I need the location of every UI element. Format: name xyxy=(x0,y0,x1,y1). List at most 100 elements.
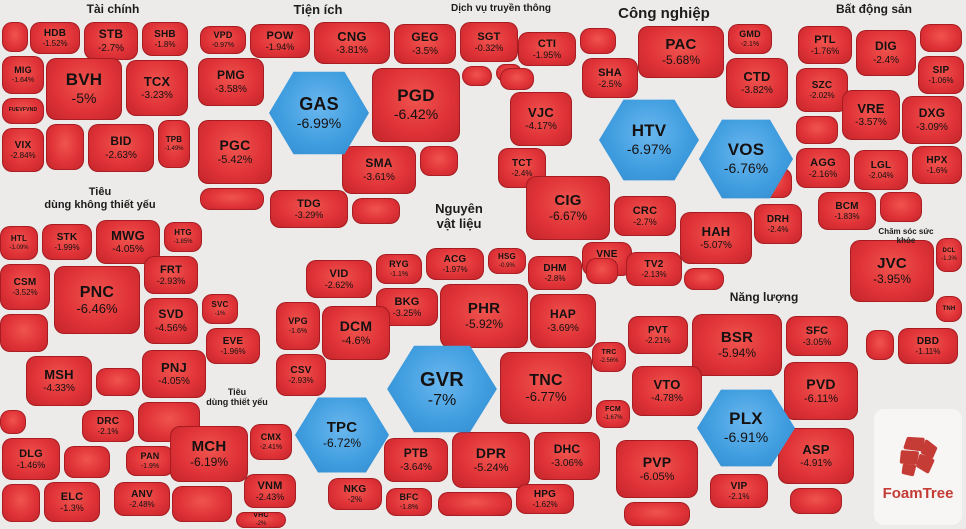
stock-tile-bid[interactable]: BID -2.63% xyxy=(88,124,154,172)
stock-tile-pac[interactable]: PAC -5.68% xyxy=(638,26,724,78)
stock-tile-asp[interactable]: ASP -4.91% xyxy=(778,428,854,484)
stock-tile-small[interactable] xyxy=(0,314,48,352)
stock-tile-dcl[interactable]: DCL -1.3% xyxy=(936,238,962,272)
stock-tile-tdg[interactable]: TDG -3.29% xyxy=(270,190,348,228)
stock-tile-drc[interactable]: DRC -2.1% xyxy=(82,410,134,442)
stock-tile-small[interactable] xyxy=(200,188,264,210)
stock-tile-tpb[interactable]: TPB -1.49% xyxy=(158,120,190,168)
stock-tile-gvr[interactable]: GVR -7% xyxy=(387,345,497,433)
stock-tile-dig[interactable]: DIG -2.4% xyxy=(856,30,916,76)
stock-tile-sip[interactable]: SIP -1.06% xyxy=(918,56,964,94)
stock-tile-sma[interactable]: SMA -3.61% xyxy=(342,146,416,194)
stock-tile-mig[interactable]: MIG -1.64% xyxy=(2,56,44,94)
stock-tile-fuevfvnd[interactable]: FUEVFVND xyxy=(2,98,44,124)
stock-tile-frt[interactable]: FRT -2.93% xyxy=(144,256,198,294)
stock-tile-pnc[interactable]: PNC -6.46% xyxy=(54,266,140,334)
stock-tile-ptb[interactable]: PTB -3.64% xyxy=(384,438,448,482)
stock-tile-plx[interactable]: PLX -6.91% xyxy=(697,389,795,467)
stock-tile-gas[interactable]: GAS -6.99% xyxy=(269,71,369,155)
stock-tile-vnm[interactable]: VNM -2.43% xyxy=(244,474,296,508)
stock-tile-svd[interactable]: SVD -4.56% xyxy=(144,298,198,344)
stock-tile-tcx[interactable]: TCX -3.23% xyxy=(126,60,188,116)
stock-tile-vto[interactable]: VTO -4.78% xyxy=(632,366,702,416)
stock-tile-vpg[interactable]: VPG -1.6% xyxy=(276,302,320,350)
stock-tile-tnc[interactable]: TNC -6.77% xyxy=(500,352,592,424)
stock-tile-vre[interactable]: VRE -3.57% xyxy=(842,90,900,140)
stock-tile-jvc[interactable]: JVC -3.95% xyxy=(850,240,934,302)
stock-tile-small[interactable] xyxy=(866,330,894,360)
stock-tile-ryg[interactable]: RYG -1.1% xyxy=(376,254,422,284)
stock-tile-nkg[interactable]: NKG -2% xyxy=(328,478,382,510)
stock-tile-dhm[interactable]: DHM -2.8% xyxy=(528,256,582,290)
stock-tile-small[interactable] xyxy=(420,146,458,176)
stock-tile-anv[interactable]: ANV -2.48% xyxy=(114,482,170,516)
stock-tile-small[interactable] xyxy=(462,66,492,86)
stock-tile-small[interactable] xyxy=(438,492,512,516)
stock-tile-dhc[interactable]: DHC -3.06% xyxy=(534,432,600,480)
stock-tile-bfc[interactable]: BFC -1.8% xyxy=(386,488,432,516)
stock-tile-pow[interactable]: POW -1.94% xyxy=(250,24,310,58)
stock-tile-agg[interactable]: AGG -2.16% xyxy=(796,148,850,188)
stock-tile-dxg[interactable]: DXG -3.09% xyxy=(902,96,962,144)
stock-tile-vip[interactable]: VIP -2.1% xyxy=(710,474,768,508)
stock-tile-small[interactable] xyxy=(586,258,618,284)
stock-tile-sgt[interactable]: SGT -0.32% xyxy=(460,22,518,62)
stock-tile-small[interactable] xyxy=(46,124,84,170)
stock-tile-vid[interactable]: VID -2.62% xyxy=(306,260,372,298)
stock-tile-hdb[interactable]: HDB -1.52% xyxy=(30,22,80,54)
stock-tile-small[interactable] xyxy=(2,484,40,522)
stock-tile-csv[interactable]: CSV -2.93% xyxy=(276,354,326,396)
stock-tile-small[interactable] xyxy=(172,486,232,522)
stock-tile-vhc[interactable]: VHC -2% xyxy=(236,512,286,528)
stock-tile-sfc[interactable]: SFC -3.05% xyxy=(786,316,848,356)
stock-tile-ctd[interactable]: CTD -3.82% xyxy=(726,58,788,108)
stock-tile-svc[interactable]: SVC -1% xyxy=(202,294,238,324)
stock-tile-cti[interactable]: CTI -1.95% xyxy=(518,32,576,66)
foamtree-logo[interactable]: FoamTree xyxy=(874,409,962,525)
stock-tile-cng[interactable]: CNG -3.81% xyxy=(314,22,390,64)
stock-tile-small[interactable] xyxy=(64,446,110,478)
stock-tile-elc[interactable]: ELC -1.3% xyxy=(44,482,100,522)
stock-tile-fcm[interactable]: FCM -1.67% xyxy=(596,400,630,428)
stock-tile-mwg[interactable]: MWG -4.05% xyxy=(96,220,160,264)
stock-tile-small[interactable] xyxy=(0,410,26,434)
stock-tile-htg[interactable]: HTG -1.85% xyxy=(164,222,202,252)
stock-tile-small[interactable] xyxy=(790,488,842,514)
stock-tile-pmg[interactable]: PMG -3.58% xyxy=(198,58,264,106)
stock-tile-small[interactable] xyxy=(96,368,140,396)
stock-tile-szc[interactable]: SZC -2.02% xyxy=(796,68,848,112)
stock-tile-sha[interactable]: SHA -2.5% xyxy=(582,58,638,98)
stock-tile-hpg[interactable]: HPG -1.62% xyxy=(516,484,574,514)
stock-tile-vos[interactable]: VOS -6.76% xyxy=(698,119,794,199)
stock-tile-msh[interactable]: MSH -4.33% xyxy=(26,356,92,406)
stock-tile-cig[interactable]: CIG -6.67% xyxy=(526,176,610,240)
stock-tile-phr[interactable]: PHR -5.92% xyxy=(440,284,528,348)
stock-tile-lgl[interactable]: LGL -2.04% xyxy=(854,150,908,190)
stock-tile-small[interactable] xyxy=(352,198,400,224)
stock-tile-small[interactable] xyxy=(920,24,962,52)
stock-tile-trc[interactable]: TRC -2.56% xyxy=(592,342,626,372)
stock-tile-stk[interactable]: STK -1.99% xyxy=(42,224,92,260)
stock-tile-small[interactable] xyxy=(580,28,616,54)
stock-tile-hpx[interactable]: HPX -1.6% xyxy=(912,146,962,184)
stock-tile-hah[interactable]: HAH -5.07% xyxy=(680,212,752,264)
stock-tile-small[interactable] xyxy=(796,116,838,144)
stock-tile-shb[interactable]: SHB -1.8% xyxy=(142,22,188,56)
stock-tile-acg[interactable]: ACG -1.97% xyxy=(426,248,484,280)
stock-tile-small[interactable] xyxy=(138,402,200,442)
stock-tile-geg[interactable]: GEG -3.5% xyxy=(394,24,456,64)
stock-tile-small[interactable] xyxy=(880,192,922,222)
stock-tile-drh[interactable]: DRH -2.4% xyxy=(754,204,802,244)
stock-tile-pvp[interactable]: PVP -6.05% xyxy=(616,440,698,498)
stock-tile-bvh[interactable]: BVH -5% xyxy=(46,58,122,120)
stock-tile-small[interactable] xyxy=(2,22,28,52)
stock-tile-small[interactable] xyxy=(500,68,534,90)
stock-tile-csm[interactable]: CSM -3.52% xyxy=(0,264,50,310)
stock-tile-tv2[interactable]: TV2 -2.13% xyxy=(626,252,682,286)
stock-tile-dlg[interactable]: DLG -1.46% xyxy=(2,438,60,480)
stock-tile-vix[interactable]: VIX -2.84% xyxy=(2,128,44,172)
stock-tile-small[interactable] xyxy=(624,502,690,526)
stock-tile-pnj[interactable]: PNJ -4.05% xyxy=(142,350,206,398)
stock-tile-dcm[interactable]: DCM -4.6% xyxy=(322,306,390,360)
stock-tile-vpd[interactable]: VPD -0.97% xyxy=(200,26,246,54)
